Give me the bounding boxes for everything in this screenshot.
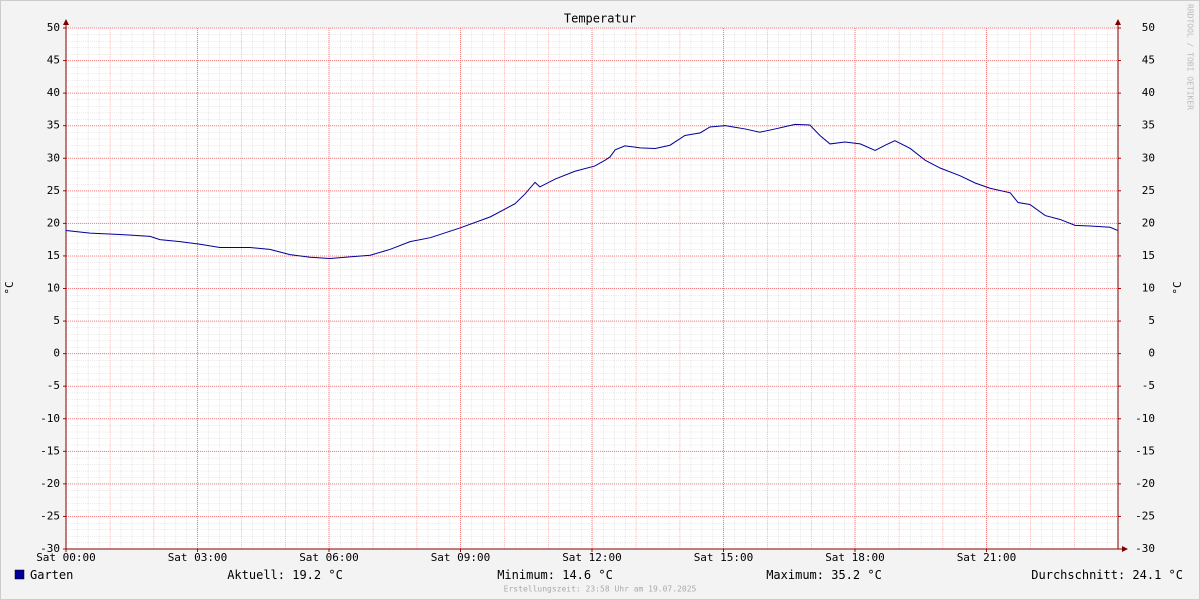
y-tick-label: 10 bbox=[47, 282, 60, 295]
y2-tick-label: -30 bbox=[1135, 542, 1155, 555]
y-tick-label: -20 bbox=[40, 477, 60, 490]
y-tick-label: 45 bbox=[47, 54, 60, 67]
x-tick-label: Sat 21:00 bbox=[957, 551, 1017, 564]
y2-tick-label: 10 bbox=[1142, 282, 1155, 295]
legend-stat: Minimum: 14.6 °C bbox=[497, 568, 613, 582]
y-tick-label: -15 bbox=[40, 444, 60, 457]
x-tick-label: Sat 00:00 bbox=[36, 551, 96, 564]
y2-tick-label: 15 bbox=[1142, 249, 1155, 262]
chart-title: Temperatur bbox=[564, 12, 636, 26]
y2-tick-label: 45 bbox=[1142, 54, 1155, 67]
y-tick-label: -5 bbox=[47, 379, 60, 392]
legend-stat: Maximum: 35.2 °C bbox=[766, 568, 882, 582]
y-tick-label: 0 bbox=[53, 347, 60, 360]
legend-stat: Durchschnitt: 24.1 °C bbox=[1031, 568, 1183, 582]
y-tick-label: 20 bbox=[47, 216, 60, 229]
x-tick-label: Sat 06:00 bbox=[299, 551, 359, 564]
watermark: RRDTOOL / TOBI OETIKER bbox=[1186, 4, 1195, 110]
axis-arrow bbox=[1122, 546, 1128, 552]
y2-tick-label: -20 bbox=[1135, 477, 1155, 490]
y2-tick-label: 30 bbox=[1142, 151, 1155, 164]
x-tick-label: Sat 09:00 bbox=[431, 551, 491, 564]
y2-tick-label: -10 bbox=[1135, 412, 1155, 425]
x-tick-label: Sat 15:00 bbox=[694, 551, 754, 564]
x-tick-label: Sat 18:00 bbox=[825, 551, 885, 564]
y-tick-label: 50 bbox=[47, 21, 60, 34]
y2-tick-label: 25 bbox=[1142, 184, 1155, 197]
y-axis-label: °C bbox=[3, 281, 16, 294]
y2-tick-label: -25 bbox=[1135, 509, 1155, 522]
y2-tick-label: -5 bbox=[1142, 379, 1155, 392]
y-tick-label: 25 bbox=[47, 184, 60, 197]
y2-tick-label: 35 bbox=[1142, 119, 1155, 132]
y-tick-label: 40 bbox=[47, 86, 60, 99]
axis-arrow bbox=[1115, 19, 1121, 25]
legend-stat: Aktuell: 19.2 °C bbox=[227, 568, 343, 582]
axis-arrow bbox=[63, 19, 69, 25]
series-line bbox=[65, 123, 1119, 260]
x-tick-label: Sat 12:00 bbox=[562, 551, 622, 564]
legend-swatch bbox=[14, 569, 25, 580]
footer: Erstellungszeit: 23:58 Uhr am 19.07.2025 bbox=[504, 585, 697, 594]
y-tick-label: 15 bbox=[47, 249, 60, 262]
y-tick-label: 30 bbox=[47, 151, 60, 164]
x-tick-label: Sat 03:00 bbox=[168, 551, 228, 564]
y2-axis-label: °C bbox=[1171, 281, 1184, 294]
legend-label: Garten bbox=[30, 568, 73, 582]
y-tick-label: 5 bbox=[53, 314, 60, 327]
y-tick-label: -30 bbox=[40, 542, 60, 555]
y-tick-label: 35 bbox=[47, 119, 60, 132]
y2-tick-label: 50 bbox=[1142, 21, 1155, 34]
y2-tick-label: -15 bbox=[1135, 444, 1155, 457]
y-tick-label: -25 bbox=[40, 509, 60, 522]
y2-tick-label: 5 bbox=[1148, 314, 1155, 327]
y2-tick-label: 40 bbox=[1142, 86, 1155, 99]
y-tick-label: -10 bbox=[40, 412, 60, 425]
y2-tick-label: 20 bbox=[1142, 216, 1155, 229]
y2-tick-label: 0 bbox=[1148, 347, 1155, 360]
